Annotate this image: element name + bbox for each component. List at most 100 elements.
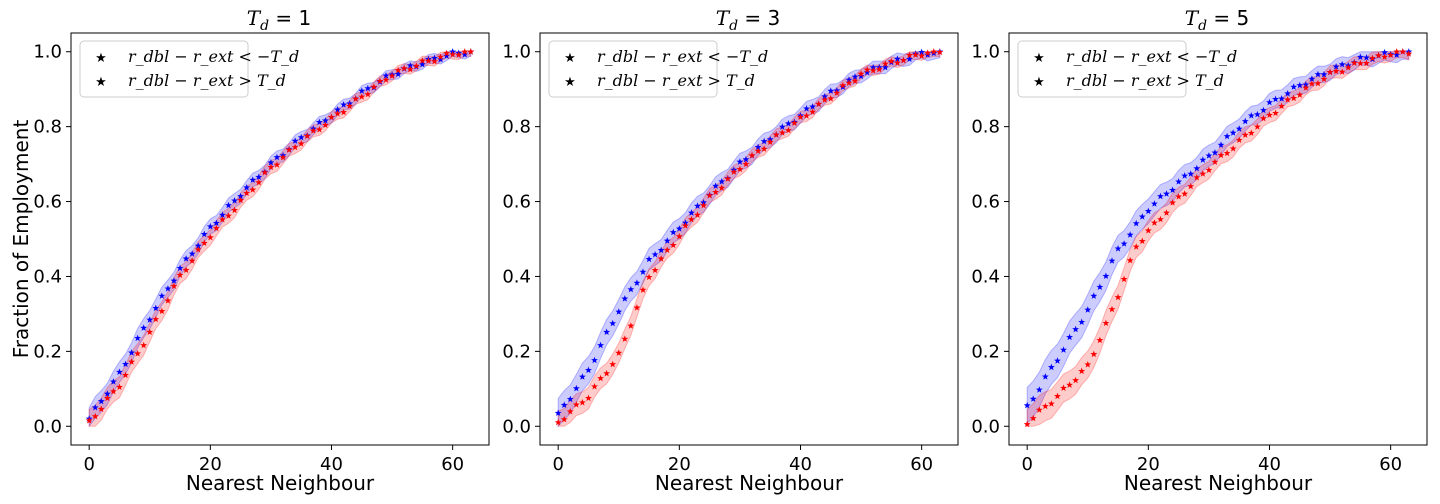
y-tick-label: 0.2 bbox=[502, 341, 531, 362]
data-point-blue bbox=[1157, 192, 1164, 200]
data-point-blue bbox=[1138, 213, 1146, 220]
data-point-blue bbox=[249, 176, 257, 183]
data-point-red bbox=[566, 407, 574, 415]
data-point-red bbox=[1296, 91, 1304, 98]
data-point-red bbox=[1253, 123, 1261, 130]
data-point-red bbox=[815, 100, 823, 107]
data-point-blue bbox=[1187, 170, 1195, 177]
data-point-red bbox=[412, 62, 420, 69]
data-point-blue bbox=[109, 378, 117, 385]
data-point-blue bbox=[443, 52, 451, 59]
data-point-red bbox=[797, 113, 804, 120]
panel-2-points bbox=[554, 48, 944, 426]
data-point-blue bbox=[1035, 386, 1043, 393]
confidence-band-blue bbox=[1026, 51, 1410, 425]
panel-2-title: Td = 3 bbox=[716, 6, 781, 34]
data-point-blue bbox=[322, 117, 329, 124]
data-point-red bbox=[1326, 68, 1334, 76]
data-point-red bbox=[821, 96, 829, 103]
panel-3-ticks: 0 20 40 60 0.0 0.2 0.4 0.6 0.8 1.0 bbox=[971, 42, 1402, 475]
data-point-blue bbox=[206, 222, 214, 230]
y-tick-label: 0.0 bbox=[33, 416, 62, 437]
data-point-red bbox=[158, 307, 166, 315]
data-point-red bbox=[760, 145, 768, 152]
confidence-band-red bbox=[88, 51, 472, 427]
data-point-blue bbox=[237, 192, 245, 200]
data-point-red bbox=[857, 70, 865, 77]
data-point-blue bbox=[394, 70, 402, 78]
x-tick-label: 40 bbox=[789, 454, 812, 475]
data-point-red bbox=[340, 108, 348, 116]
data-point-blue bbox=[1381, 48, 1389, 56]
data-point-red bbox=[394, 66, 402, 74]
data-point-red bbox=[1132, 243, 1140, 250]
data-point-red bbox=[845, 79, 853, 86]
data-point-red bbox=[334, 110, 341, 117]
y-tick-label: 0.0 bbox=[971, 416, 1000, 437]
data-point-red bbox=[621, 335, 629, 342]
x-tick-label: 0 bbox=[552, 454, 563, 475]
data-point-blue bbox=[1023, 401, 1031, 409]
data-point-blue bbox=[1314, 70, 1322, 78]
data-point-red bbox=[261, 168, 269, 176]
data-point-blue bbox=[315, 118, 323, 126]
data-point-blue bbox=[754, 143, 762, 151]
panel-2-legend: ★ r_dbl − r_ext < −T_d ★ r_dbl − r_ext >… bbox=[548, 40, 768, 98]
x-tick-label: 60 bbox=[441, 454, 464, 475]
legend-label-pos: r_dbl − r_ext > T_d bbox=[1066, 71, 1224, 90]
data-point-red bbox=[449, 50, 457, 58]
data-point-blue bbox=[566, 395, 574, 403]
y-tick-label: 0.8 bbox=[502, 117, 531, 138]
data-point-red bbox=[833, 89, 841, 96]
data-point-blue bbox=[894, 55, 901, 62]
data-point-red bbox=[1163, 209, 1170, 216]
data-point-blue bbox=[694, 202, 701, 209]
panel-2-x-axis-label: Nearest Neighbour bbox=[655, 471, 844, 495]
data-point-blue bbox=[1169, 186, 1176, 194]
y-tick-label: 0.8 bbox=[971, 117, 1000, 138]
data-point-red bbox=[1157, 215, 1164, 223]
data-point-blue bbox=[1078, 318, 1086, 326]
data-point-blue bbox=[645, 255, 653, 263]
data-point-red bbox=[146, 328, 154, 335]
data-point-red bbox=[352, 95, 360, 102]
data-point-red bbox=[1247, 129, 1255, 136]
data-point-red bbox=[754, 147, 762, 154]
panel-1-points bbox=[85, 48, 475, 424]
data-point-blue bbox=[1163, 190, 1170, 197]
data-point-blue bbox=[591, 356, 598, 364]
data-point-blue bbox=[1054, 357, 1061, 364]
y-tick-label: 1.0 bbox=[971, 42, 1000, 63]
data-point-red bbox=[645, 273, 653, 281]
data-point-red bbox=[273, 161, 281, 168]
data-point-blue bbox=[851, 73, 859, 80]
data-point-blue bbox=[1247, 112, 1255, 119]
data-point-blue bbox=[1253, 110, 1261, 118]
data-point-red bbox=[1211, 158, 1219, 165]
data-point-blue bbox=[122, 360, 129, 368]
data-point-red bbox=[712, 188, 720, 196]
data-point-blue bbox=[1150, 200, 1158, 207]
data-point-blue bbox=[1114, 245, 1122, 252]
data-point-red bbox=[657, 255, 665, 262]
data-point-blue bbox=[1393, 51, 1401, 58]
data-point-blue bbox=[675, 225, 683, 232]
x-tick-label: 60 bbox=[910, 454, 933, 475]
data-point-red bbox=[364, 90, 372, 98]
y-tick-label: 0.6 bbox=[502, 192, 531, 213]
data-point-red bbox=[748, 151, 756, 159]
data-point-blue bbox=[621, 295, 629, 302]
data-point-red bbox=[572, 401, 580, 408]
data-point-blue bbox=[1193, 164, 1201, 172]
data-point-red bbox=[724, 175, 732, 182]
data-point-red bbox=[924, 49, 932, 56]
y-axis-label: Fraction of Employment bbox=[9, 120, 33, 359]
data-point-red bbox=[1102, 319, 1110, 327]
panel-1-x-axis-label: Nearest Neighbour bbox=[186, 471, 375, 495]
data-point-red bbox=[322, 121, 329, 129]
data-point-blue bbox=[1308, 75, 1316, 82]
data-point-red bbox=[1381, 53, 1389, 60]
panel-2-ticks: 0 20 40 60 0.0 0.2 0.4 0.6 0.8 1.0 bbox=[502, 42, 933, 475]
data-point-red bbox=[1084, 361, 1092, 368]
data-point-red bbox=[1217, 151, 1225, 159]
